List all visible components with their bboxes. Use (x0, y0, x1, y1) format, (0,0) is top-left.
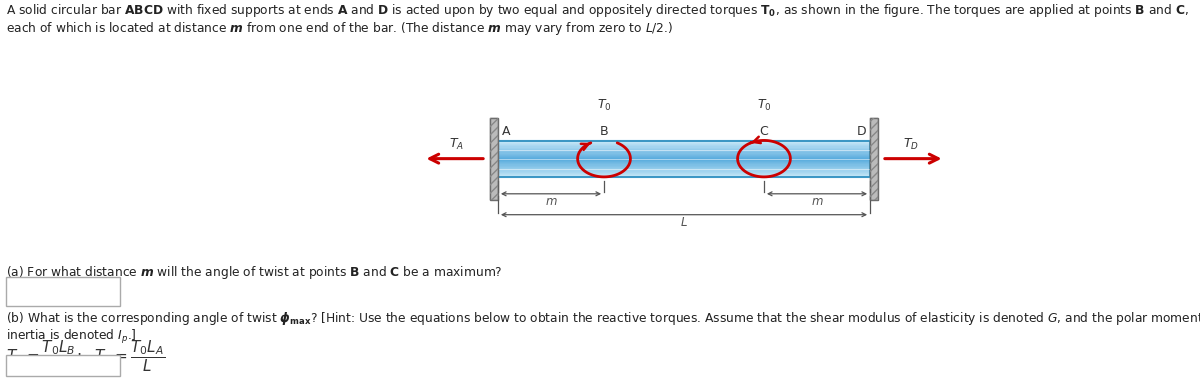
Bar (870, 118, 878, 200)
Bar (498, 154, 870, 155)
Text: $T_A$: $T_A$ (449, 137, 464, 152)
Bar (498, 157, 870, 159)
Bar (498, 149, 870, 150)
Bar (498, 170, 870, 172)
Text: C: C (760, 125, 768, 138)
Bar (498, 151, 870, 153)
Text: A: A (502, 125, 510, 138)
Text: $m$: $m$ (545, 195, 557, 208)
Bar (498, 174, 870, 176)
Bar (498, 141, 870, 177)
Text: $L$: $L$ (680, 216, 688, 229)
Bar (498, 158, 870, 160)
Text: A solid circular bar $\mathbf{ABCD}$ with fixed supports at ends $\mathbf{A}$ an: A solid circular bar $\mathbf{ABCD}$ wit… (6, 2, 1189, 19)
Bar (498, 160, 870, 161)
Bar (498, 142, 870, 144)
Bar (498, 162, 870, 163)
Bar (498, 163, 870, 165)
Bar (498, 145, 870, 147)
Text: inertia is denoted $\mathit{I_p}$.]: inertia is denoted $\mathit{I_p}$.] (6, 328, 137, 345)
Bar (6, 355, 120, 376)
Bar (498, 164, 870, 166)
Bar (498, 141, 870, 143)
Bar (498, 168, 870, 169)
Text: B: B (600, 125, 608, 138)
Bar (498, 156, 870, 157)
Bar (498, 152, 870, 154)
Bar (498, 155, 870, 156)
Bar (498, 173, 870, 174)
Bar (498, 150, 870, 151)
Text: each of which is located at distance $\boldsymbol{m}$ from one end of the bar. (: each of which is located at distance $\b… (6, 20, 673, 37)
Bar (498, 166, 870, 167)
Bar (498, 161, 870, 162)
Bar (498, 146, 870, 148)
Text: $T_A = \dfrac{T_0 L_B}{L}$$;\ \ T_B = \dfrac{T_0 L_A}{L}$: $T_A = \dfrac{T_0 L_B}{L}$$;\ \ T_B = \d… (6, 339, 166, 374)
Bar (498, 175, 870, 177)
Bar (490, 118, 498, 200)
Bar (498, 140, 870, 142)
Bar (498, 147, 870, 149)
Bar (490, 118, 498, 200)
Bar (498, 144, 870, 146)
Text: D: D (857, 125, 866, 138)
Bar (498, 169, 870, 171)
Text: $T_0$: $T_0$ (757, 98, 772, 113)
Bar (870, 118, 878, 200)
Bar (6, 277, 120, 306)
Bar (498, 171, 870, 173)
Text: $m$: $m$ (811, 195, 823, 208)
Text: (b) What is the corresponding angle of twist $\boldsymbol{\phi}_{\mathbf{max}}$?: (b) What is the corresponding angle of t… (6, 310, 1200, 327)
Bar (498, 167, 870, 168)
Text: $T_0$: $T_0$ (596, 98, 611, 113)
Text: (a) For what distance $\boldsymbol{m}$ will the angle of twist at points $\mathb: (a) For what distance $\boldsymbol{m}$ w… (6, 264, 503, 281)
Text: $T_D$: $T_D$ (904, 137, 919, 152)
